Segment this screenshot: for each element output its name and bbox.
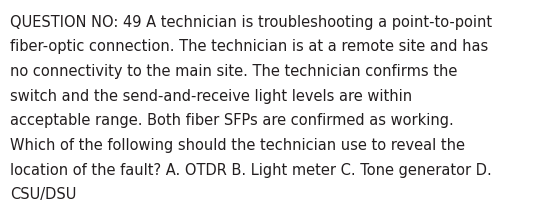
Text: fiber-optic connection. The technician is at a remote site and has: fiber-optic connection. The technician i… [10,39,488,54]
Text: QUESTION NO: 49 A technician is troubleshooting a point-to-point: QUESTION NO: 49 A technician is troubles… [10,15,492,30]
Text: CSU/DSU: CSU/DSU [10,187,76,202]
Text: switch and the send-and-receive light levels are within: switch and the send-and-receive light le… [10,89,412,104]
Text: Which of the following should the technician use to reveal the: Which of the following should the techni… [10,138,465,153]
Text: no connectivity to the main site. The technician confirms the: no connectivity to the main site. The te… [10,64,458,79]
Text: acceptable range. Both fiber SFPs are confirmed as working.: acceptable range. Both fiber SFPs are co… [10,113,454,128]
Text: location of the fault? A. OTDR B. Light meter C. Tone generator D.: location of the fault? A. OTDR B. Light … [10,163,492,178]
